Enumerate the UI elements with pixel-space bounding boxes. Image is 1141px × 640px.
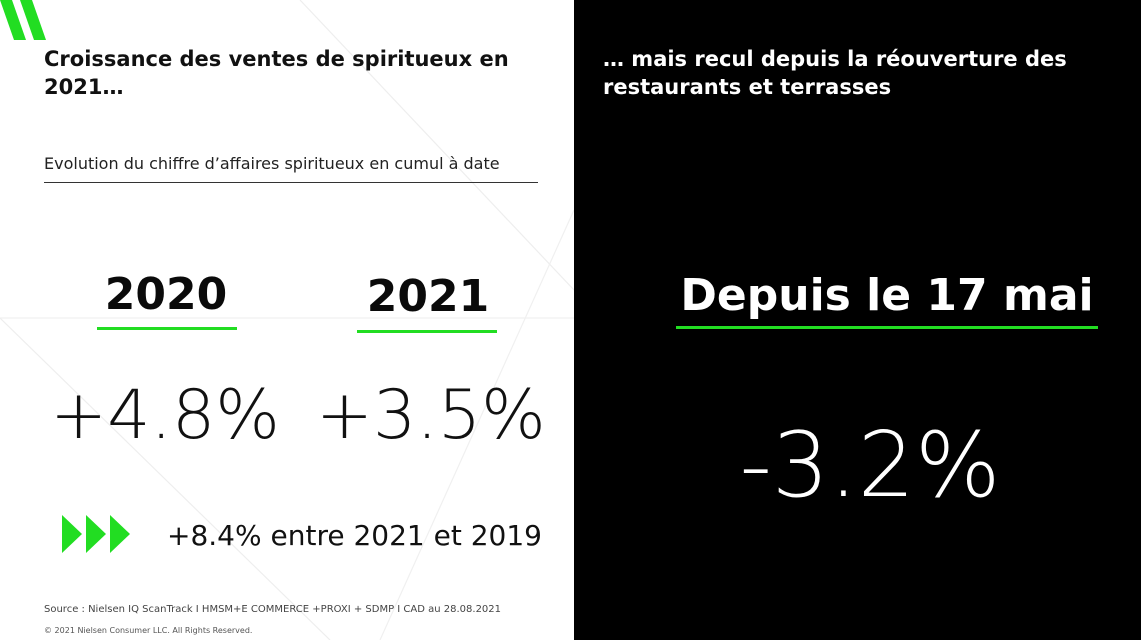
growth-2021-value: +3.5% xyxy=(316,376,546,455)
year-2020-label: 2020 xyxy=(104,269,228,320)
copyright-text: © 2021 Nielsen Consumer LLC. All Rights … xyxy=(44,626,253,635)
comparison-note: +8.4% entre 2021 et 2019 xyxy=(167,519,542,552)
nielsen-logo-icon xyxy=(0,0,46,40)
right-heading: … mais recul depuis la réouverture des r… xyxy=(603,47,1067,99)
chart-subtitle: Evolution du chiffre d’affaires spiritue… xyxy=(44,154,538,183)
left-heading: Croissance des ventes de spiritueux en 2… xyxy=(44,47,509,99)
decorative-lines xyxy=(0,0,574,640)
right-panel xyxy=(574,0,1141,640)
source-text: Source : Nielsen IQ ScanTrack I HMSM+E C… xyxy=(44,604,502,615)
growth-2020-value: +4.8% xyxy=(50,376,280,455)
year-2020-underline xyxy=(97,327,237,330)
triple-play-arrows-icon xyxy=(62,515,130,553)
since-date-label: Depuis le 17 mai xyxy=(680,270,1094,321)
year-2021-underline xyxy=(357,330,497,333)
decline-value: -3.2% xyxy=(739,413,1001,518)
year-2021-label: 2021 xyxy=(366,271,490,322)
since-date-underline xyxy=(676,326,1098,329)
